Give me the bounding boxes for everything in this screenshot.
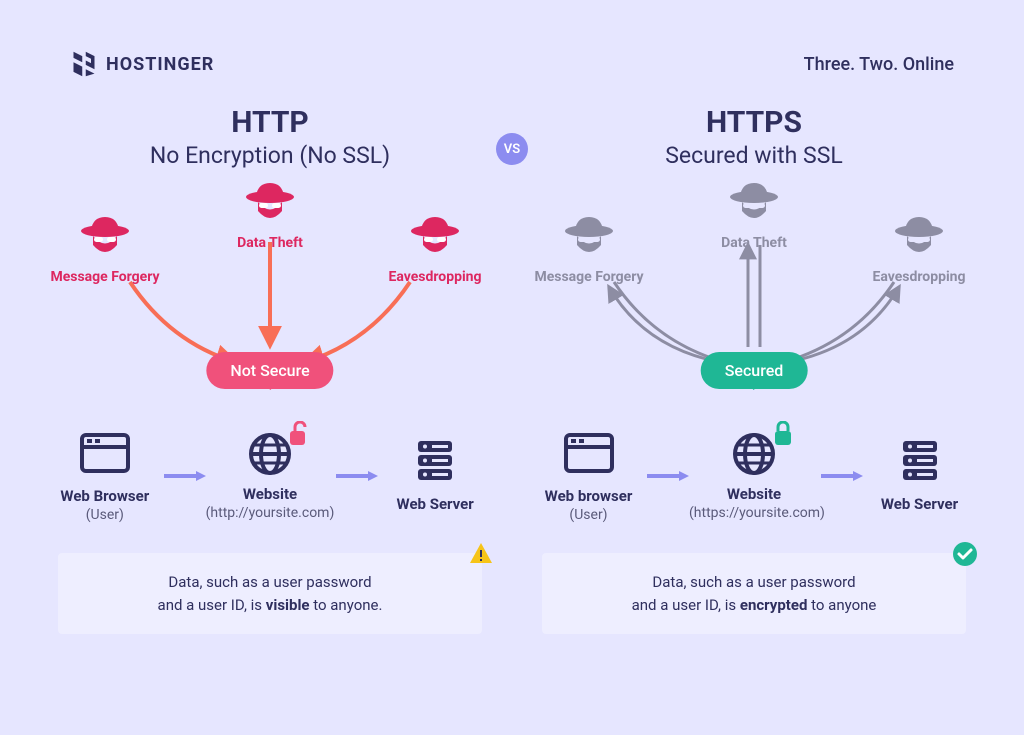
- server-node: Web Server: [863, 437, 976, 515]
- remark-line2-post: to anyone.: [310, 596, 383, 614]
- spy-icon: [729, 181, 779, 227]
- https-flow-row: Web browser (User) Website (https://your: [524, 429, 984, 523]
- node-sub: (User): [48, 507, 162, 523]
- spy-icon: [564, 215, 614, 261]
- https-panel: HTTPS Secured with SSL: [524, 105, 984, 634]
- threat-label: Message Forgery: [514, 269, 664, 285]
- http-flow-row: Web Browser (User) Website (http://yours: [40, 429, 500, 523]
- not-secure-badge: Not Secure: [206, 352, 333, 389]
- brand-name: HOSTINGER: [106, 54, 214, 75]
- threat-label: Eavesdropping: [844, 269, 994, 285]
- threat-label: Message Forgery: [30, 269, 180, 285]
- server-icon: [408, 437, 462, 483]
- brand-logo: HOSTINGER: [70, 50, 214, 78]
- spy-icon: [245, 181, 295, 227]
- lock-icon: [771, 421, 795, 447]
- http-subtitle: No Encryption (No SSL): [40, 142, 500, 169]
- threat-message-forgery: Message Forgery: [30, 215, 180, 285]
- https-title-block: HTTPS Secured with SSL: [524, 105, 984, 169]
- browser-node: Web Browser (User): [48, 429, 162, 523]
- http-threat-row: Message Forgery Data Theft Eavesdropping: [40, 187, 500, 377]
- remark-line2-pre: and a user ID, is: [632, 596, 740, 614]
- threat-data-theft: Data Theft: [679, 181, 829, 251]
- website-node: Website (http://yoursite.com): [206, 431, 335, 521]
- node-title: Web Browser: [48, 487, 162, 505]
- http-panel: HTTP No Encryption (No SSL) Message Forg…: [40, 105, 500, 634]
- brand-tagline: Three. Two. Online: [804, 54, 954, 75]
- browser-icon: [562, 429, 616, 475]
- spy-icon: [80, 215, 130, 261]
- remark-line2-pre: and a user ID, is: [158, 596, 266, 614]
- node-sub: (User): [532, 507, 645, 523]
- browser-node: Web browser (User): [532, 429, 645, 523]
- flow-arrow-icon: [162, 471, 206, 481]
- warning-icon: [468, 541, 494, 567]
- browser-icon: [78, 429, 132, 475]
- node-title: Website: [689, 485, 819, 503]
- https-subtitle: Secured with SSL: [524, 142, 984, 169]
- remark-bold: encrypted: [740, 596, 808, 614]
- threat-eavesdropping: Eavesdropping: [360, 215, 510, 285]
- node-sub: (http://yoursite.com): [206, 505, 335, 521]
- threat-label: Eavesdropping: [360, 269, 510, 285]
- remark-line1: Data, such as a user password: [168, 573, 371, 591]
- threat-message-forgery: Message Forgery: [514, 215, 664, 285]
- flow-arrow-icon: [819, 471, 863, 481]
- server-node: Web Server: [378, 437, 492, 515]
- remark-line1: Data, such as a user password: [652, 573, 855, 591]
- secured-badge: Secured: [701, 352, 808, 389]
- flow-arrow-icon: [645, 471, 689, 481]
- hostinger-logo-icon: [70, 50, 98, 78]
- threat-label: Data Theft: [195, 235, 345, 251]
- spy-icon: [894, 215, 944, 261]
- https-title: HTTPS: [524, 105, 984, 140]
- http-title-block: HTTP No Encryption (No SSL): [40, 105, 500, 169]
- website-node: Website (https://yoursite.com): [689, 431, 819, 521]
- node-title: Website: [206, 485, 335, 503]
- node-title: Web browser: [532, 487, 645, 505]
- https-remark: Data, such as a user password and a user…: [542, 553, 966, 634]
- threat-label: Data Theft: [679, 235, 829, 251]
- flow-arrow-icon: [334, 471, 378, 481]
- header: HOSTINGER Three. Two. Online: [70, 50, 954, 78]
- threat-data-theft: Data Theft: [195, 181, 345, 251]
- unlock-icon: [287, 421, 311, 447]
- check-icon: [952, 541, 978, 567]
- node-title: Web Server: [863, 495, 976, 513]
- http-title: HTTP: [40, 105, 500, 140]
- https-threat-row: Message Forgery Data Theft Eavesdropping: [524, 187, 984, 377]
- server-icon: [893, 437, 947, 483]
- node-title: Web Server: [378, 495, 492, 513]
- node-sub: (https://yoursite.com): [689, 505, 819, 521]
- threat-eavesdropping: Eavesdropping: [844, 215, 994, 285]
- remark-bold: visible: [266, 596, 310, 614]
- spy-icon: [410, 215, 460, 261]
- remark-line2-post: to anyone: [807, 596, 876, 614]
- http-remark: Data, such as a user password and a user…: [58, 553, 482, 634]
